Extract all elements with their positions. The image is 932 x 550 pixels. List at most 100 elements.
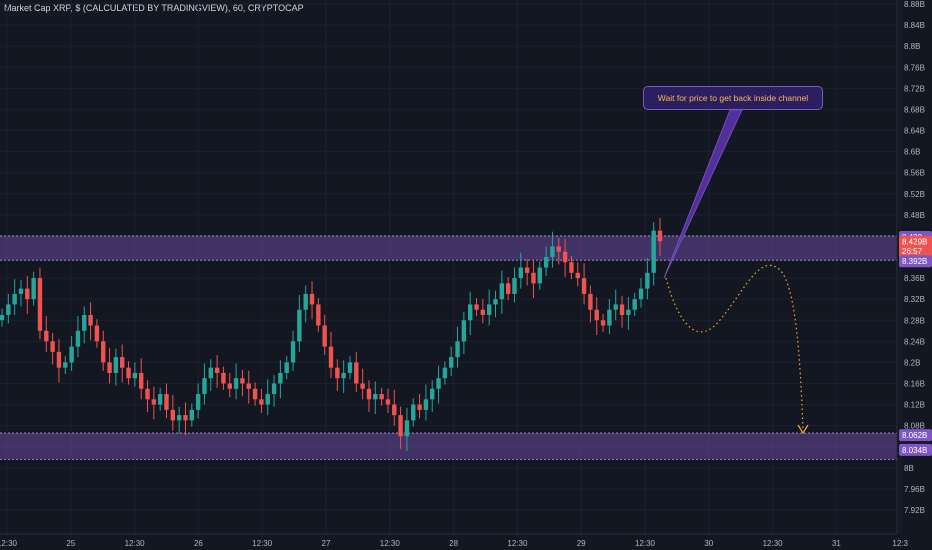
candle xyxy=(411,398,416,427)
candle-body xyxy=(569,262,574,273)
candle-body xyxy=(214,367,220,373)
candle xyxy=(69,336,74,371)
y-tick-label: 8.68B xyxy=(904,105,925,114)
candle xyxy=(63,356,68,375)
candle xyxy=(423,384,429,421)
y-tick-label: 8.16B xyxy=(904,380,925,389)
y-tick-label: 8.2B xyxy=(904,358,920,367)
candles xyxy=(0,217,663,451)
candle-body xyxy=(25,288,30,300)
candle-body xyxy=(259,399,264,405)
candle-body xyxy=(423,399,429,410)
y-tick-label: 8.6B xyxy=(904,148,920,157)
x-tick-label: 26 xyxy=(194,539,203,548)
candle-body xyxy=(195,394,201,410)
candle-body xyxy=(12,293,17,305)
candle xyxy=(56,339,62,383)
x-tick-label: 12:30 xyxy=(125,539,146,548)
candle-body xyxy=(176,415,182,421)
chart-title: Market Cap XRP, $ (CALCULATED BY TRADING… xyxy=(4,3,304,13)
y-tick-label: 7.92B xyxy=(904,506,925,515)
x-tick-label: 12:30 xyxy=(507,539,528,548)
candle xyxy=(252,382,258,406)
callout-pointer xyxy=(663,109,743,279)
price-badge: 8.034B xyxy=(899,443,932,456)
candle-body xyxy=(398,415,403,437)
candle xyxy=(164,383,169,419)
candle-body xyxy=(392,404,397,416)
projection-path xyxy=(665,264,804,431)
candle xyxy=(505,277,511,301)
candle xyxy=(537,261,542,290)
candle-body xyxy=(347,362,353,373)
y-tick-label: 8.56B xyxy=(904,169,925,178)
candle-body xyxy=(303,293,308,310)
candle xyxy=(588,285,593,323)
candle xyxy=(88,302,93,341)
candle xyxy=(297,294,302,352)
y-tick-label: 8.76B xyxy=(904,63,925,72)
candle-body xyxy=(626,309,631,315)
y-tick-label: 8.36B xyxy=(904,274,925,283)
candle-body xyxy=(208,367,213,379)
candle-body xyxy=(354,362,359,384)
candle xyxy=(170,395,176,431)
candle xyxy=(613,289,618,321)
candle xyxy=(645,258,650,300)
candle-body xyxy=(297,309,302,342)
candle xyxy=(455,326,460,368)
candle xyxy=(366,380,372,412)
price-badge-bg xyxy=(899,255,932,268)
candle-body xyxy=(562,251,568,263)
candle-body xyxy=(657,230,663,242)
x-tick-label: 12:3 xyxy=(892,539,908,548)
candle-body xyxy=(411,404,416,421)
candle-body xyxy=(126,367,131,379)
candle xyxy=(176,406,182,434)
candle-body xyxy=(360,383,365,389)
candle-body xyxy=(335,367,340,379)
candle-body xyxy=(543,257,549,268)
candle xyxy=(335,359,340,391)
annotation-callout[interactable]: Wait for price to get back inside channe… xyxy=(643,86,823,110)
candle xyxy=(480,299,486,324)
candle-body xyxy=(404,420,410,437)
x-tick-label: 12:30 xyxy=(380,539,401,548)
y-tick-label: 8.72B xyxy=(904,84,925,93)
candle xyxy=(44,316,49,352)
candle-body xyxy=(638,288,644,300)
candle-body xyxy=(588,293,593,310)
candle xyxy=(575,262,580,287)
candle xyxy=(581,263,587,305)
candle-body xyxy=(56,351,62,368)
candle xyxy=(385,388,391,414)
candle-body xyxy=(240,378,245,384)
candle xyxy=(151,386,157,420)
candle-body xyxy=(467,304,473,321)
price-badge-label: 8.392B xyxy=(902,257,927,266)
candle-body xyxy=(430,388,435,400)
candle-body xyxy=(486,304,492,315)
candle-body xyxy=(120,357,125,368)
y-tick-label: 8B xyxy=(904,464,914,473)
candle-body xyxy=(322,325,327,347)
candle xyxy=(499,270,505,314)
candle xyxy=(417,394,422,419)
candle xyxy=(360,368,365,400)
candle xyxy=(442,361,448,385)
candle xyxy=(550,231,555,268)
candle xyxy=(430,380,435,412)
candle-body xyxy=(63,362,68,368)
zone-support xyxy=(0,433,897,460)
candle xyxy=(392,389,397,426)
candle xyxy=(518,252,524,289)
candle xyxy=(25,275,30,314)
x-tick-label: 12:30 xyxy=(252,539,273,548)
candle-body xyxy=(632,299,637,310)
candle-body xyxy=(645,272,650,289)
candle xyxy=(651,222,656,286)
candle xyxy=(290,330,296,371)
candle-body xyxy=(107,362,112,373)
